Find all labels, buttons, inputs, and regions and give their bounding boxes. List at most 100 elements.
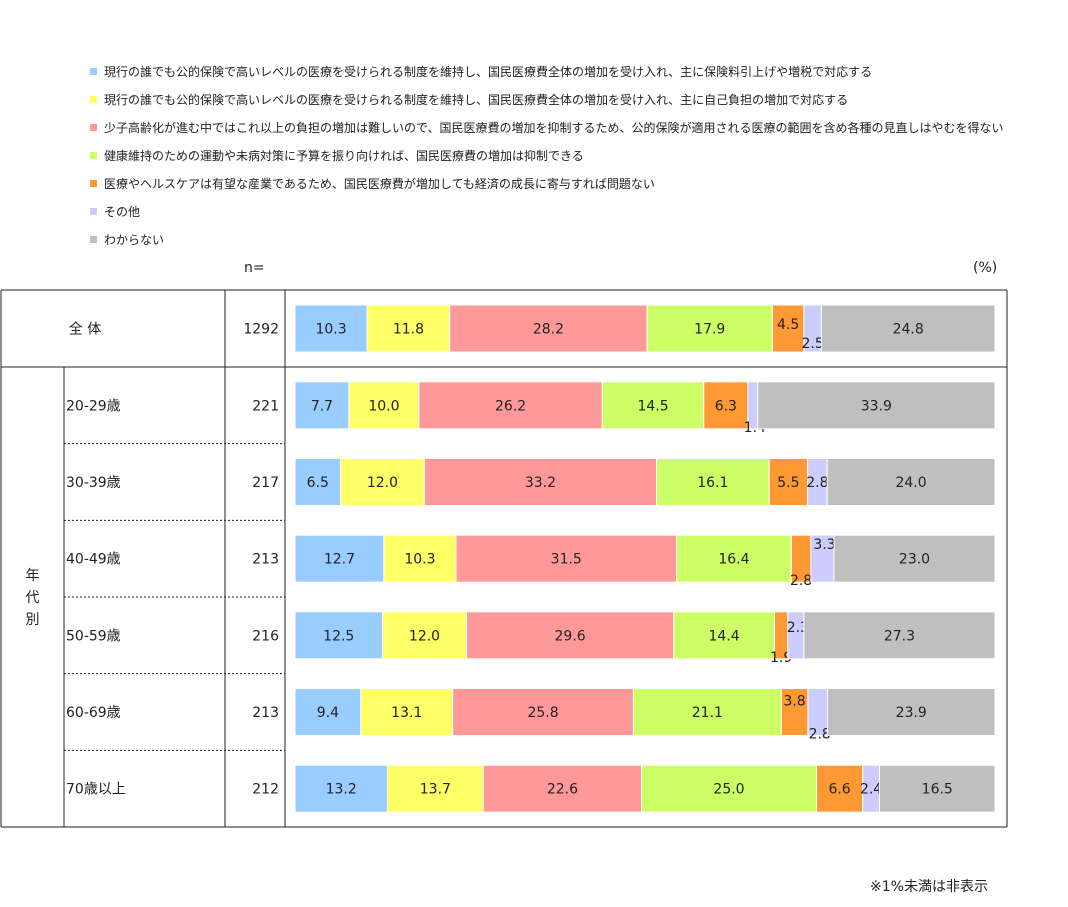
legend-swatch (90, 68, 97, 75)
data-label: 10.0 (368, 398, 399, 414)
bar-segment (820, 304, 996, 353)
legend-label: わからない (104, 233, 165, 247)
legend-swatch (90, 236, 97, 243)
group-label-char: 年 (26, 568, 40, 584)
bar-segment (656, 458, 770, 506)
bar-segment (641, 764, 817, 813)
data-label: 23.0 (899, 552, 930, 568)
n-column-header: n= (244, 260, 265, 276)
data-label: 24.0 (895, 475, 926, 491)
legend-swatch (90, 180, 97, 187)
data-label: 2.5 (802, 336, 824, 352)
data-label: 2.8 (790, 573, 812, 589)
data-label: 31.5 (551, 552, 582, 568)
bar-segment (833, 534, 996, 583)
bar-segment (803, 611, 996, 660)
data-label: 2.4 (860, 782, 882, 798)
bar-segment (601, 381, 705, 430)
data-label: 4.5 (777, 317, 799, 333)
n-value: 1292 (243, 322, 279, 338)
data-label: 1.9 (770, 650, 792, 666)
bar-segment (360, 688, 454, 736)
bar-segment (294, 764, 388, 813)
category-label: 30-39歳 (66, 475, 121, 491)
data-label: 14.5 (637, 398, 668, 414)
bar-segment (423, 458, 658, 506)
bar-segment (294, 688, 362, 736)
legend-swatch (90, 208, 97, 215)
data-label: 11.8 (393, 322, 424, 338)
data-label: 29.6 (555, 628, 586, 644)
legend-swatch (90, 124, 97, 131)
data-label: 13.7 (420, 782, 451, 798)
data-label: 22.6 (547, 782, 578, 798)
legend-swatch (90, 96, 97, 103)
footnote: ※1%未満は非表示 (870, 879, 988, 895)
bar-segment (827, 688, 996, 736)
data-label: 21.1 (692, 705, 723, 721)
bar-segment (826, 458, 996, 506)
bar-segment (452, 688, 634, 736)
legend-label: 少子高齢化が進む中ではこれ以上の負担の増加は難しいので、国民医療費の増加を抑制す… (104, 121, 1004, 135)
bar-segment (879, 764, 996, 813)
bar-segment (816, 764, 864, 813)
data-label: 6.6 (828, 782, 850, 798)
data-label: 14.4 (709, 628, 740, 644)
category-label: 60-69歳 (66, 705, 121, 721)
legend-label: 現行の誰でも公的保険で高いレベルの医療を受けられる制度を維持し、国民医療費全体の… (104, 65, 873, 79)
legend-label: 医療やヘルスケアは有望な産業であるため、国民医療費が増加しても経済の成長に寄与す… (104, 177, 655, 191)
n-value: 213 (252, 705, 279, 721)
legend-label: 健康維持のための運動や未病対策に予算を振り向ければ、国民医療費の増加は抑制できる (104, 149, 584, 163)
data-label: 10.3 (315, 322, 346, 338)
category-label: 50-59歳 (66, 628, 121, 644)
bar-segment (673, 611, 776, 660)
n-value: 217 (252, 475, 279, 491)
bar-segment (646, 304, 773, 353)
bar-segment (383, 534, 457, 583)
bar-segment (455, 534, 677, 583)
category-label: 全 体 (69, 321, 101, 338)
bar-segment (466, 611, 675, 660)
data-label: 24.8 (893, 322, 924, 338)
bar-segment (294, 458, 341, 506)
data-label: 16.4 (718, 552, 749, 568)
bar-segment (703, 381, 749, 430)
group-label-char: 別 (26, 612, 40, 628)
data-label: 2.8 (806, 475, 828, 491)
data-label: 10.3 (404, 552, 435, 568)
group-label-char: 代 (26, 590, 40, 606)
data-label: 27.3 (884, 628, 915, 644)
bar-segment (294, 304, 368, 353)
n-value: 216 (252, 628, 279, 644)
unit-label: (%) (973, 260, 998, 276)
data-label: 17.9 (694, 322, 725, 338)
data-label: 16.1 (697, 475, 728, 491)
category-label: 20-29歳 (66, 398, 121, 414)
bar-segment (768, 458, 809, 506)
data-label: 5.5 (777, 475, 799, 491)
bar-segment (757, 381, 996, 430)
data-label: 6.3 (715, 398, 737, 414)
data-label: 3.3 (813, 537, 835, 553)
bar-segment (418, 381, 603, 430)
data-label: 13.1 (391, 705, 422, 721)
n-value: 212 (252, 782, 279, 798)
bar-segment (294, 381, 350, 430)
n-value: 221 (252, 398, 279, 414)
data-label: 6.5 (307, 475, 329, 491)
data-label: 3.8 (783, 694, 805, 710)
data-label: 9.4 (317, 705, 339, 721)
data-label: 28.2 (533, 322, 564, 338)
data-label: 12.0 (367, 475, 398, 491)
n-value: 213 (252, 552, 279, 568)
data-label: 12.5 (323, 628, 354, 644)
data-label: 16.5 (922, 782, 953, 798)
legend-label: 現行の誰でも公的保険で高いレベルの医療を受けられる制度を維持し、国民医療費全体の… (104, 93, 849, 107)
data-label: 33.9 (861, 398, 892, 414)
category-label: 70歳以上 (66, 782, 126, 798)
bar-segment (382, 611, 467, 660)
data-label: 12.0 (409, 628, 440, 644)
legend-swatch (90, 152, 97, 159)
legend-label: その他 (104, 205, 141, 219)
